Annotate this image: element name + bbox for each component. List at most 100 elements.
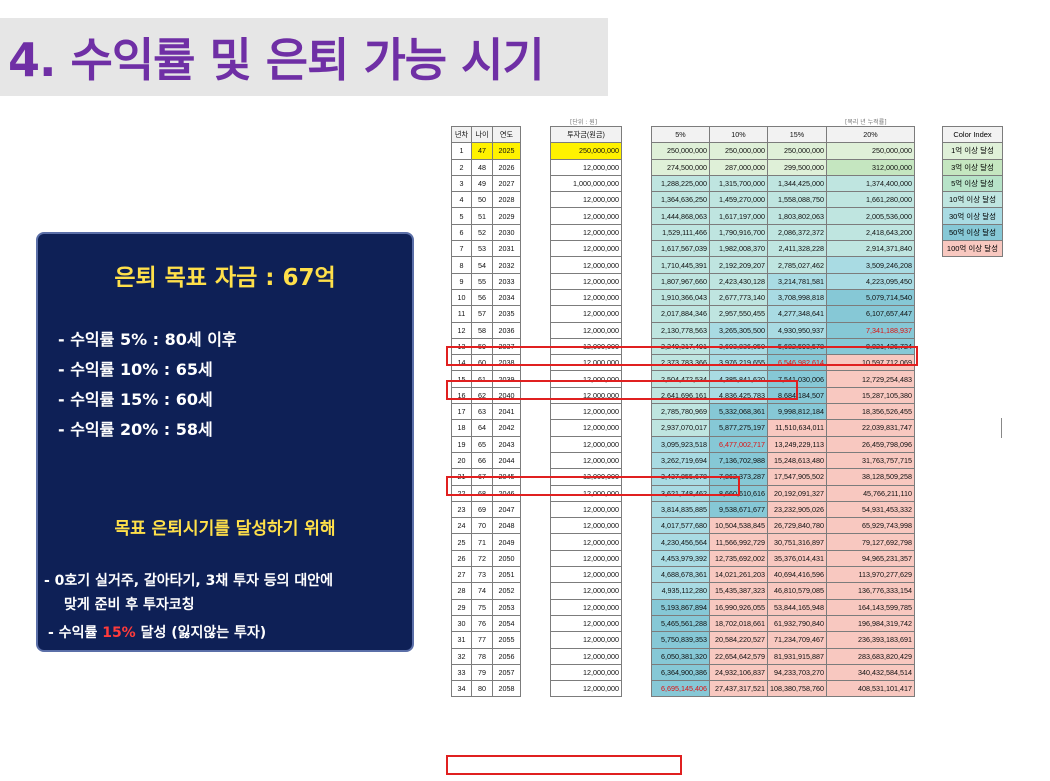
gap-cell: [622, 273, 652, 289]
cursor-line: [1001, 418, 1002, 438]
cell-rate-20: 31,763,757,715: [825, 451, 915, 470]
sheet-row: 10 56 2034 12,000,000 1,910,366,043 2,677,773…: [451, 288, 915, 307]
cell-rate-5: 1,364,636,250: [651, 191, 710, 209]
cell-calendar-year: 2031: [492, 240, 521, 258]
cell-rate-20: 7,341,188,937: [825, 321, 915, 339]
cell-rate-20: 18,356,526,455: [825, 403, 915, 421]
cell-age: 56: [471, 288, 493, 307]
goal-line-15pct: - 수익률 15% : 60세: [58, 390, 213, 409]
cell-rate-20: 15,287,105,380: [825, 386, 915, 405]
cell-age: 79: [471, 663, 493, 682]
cell-rate-10: 287,000,000: [709, 158, 768, 176]
cell-calendar-year: 2049: [492, 533, 521, 551]
cell-year-index: 18: [451, 419, 472, 437]
cell-age: 74: [471, 582, 493, 600]
cell-investment: 12,000,000: [550, 321, 622, 339]
gap-cell: [622, 338, 652, 354]
cell-rate-10: 9,538,671,677: [709, 500, 768, 519]
gap-cell: [622, 371, 652, 387]
gap-cell: [622, 501, 652, 517]
cell-calendar-year: 2043: [492, 435, 521, 453]
cell-rate-20: 113,970,277,629: [825, 566, 915, 584]
cell-rate-15: 2,411,328,228: [767, 240, 827, 258]
cell-age: 72: [471, 549, 493, 568]
gap-cell: [622, 159, 652, 175]
cell-calendar-year: 2041: [492, 403, 521, 421]
cell-investment: 12,000,000: [550, 663, 622, 682]
cell-calendar-year: 2052: [492, 582, 521, 600]
cell-year-index: 5: [451, 207, 472, 225]
sheet-row: 17 63 2041 12,000,000 2,785,780,969 5,332,068…: [451, 403, 915, 421]
gap-cell: [622, 175, 652, 191]
cell-rate-15: 40,694,416,596: [767, 566, 827, 584]
cell-calendar-year: 2027: [492, 174, 521, 193]
gap-cell: [521, 501, 551, 517]
cell-rate-15: 35,376,014,431: [767, 549, 827, 568]
cell-investment: 12,000,000: [550, 272, 622, 290]
cell-age: 68: [471, 484, 493, 502]
cell-rate-20: 38,128,509,258: [825, 468, 915, 486]
cell-calendar-year: 2048: [492, 517, 521, 535]
gap-cell: [521, 241, 551, 257]
gap-cell: [521, 306, 551, 322]
gap-cell: [521, 273, 551, 289]
cell-investment: 12,000,000: [550, 403, 622, 421]
gap-cell: [521, 436, 551, 452]
cell-investment: 12,000,000: [550, 566, 622, 584]
cell-rate-5: 274,500,000: [651, 158, 710, 176]
gap-cell: [521, 469, 551, 485]
cell-rate-10: 6,477,002,717: [709, 435, 768, 453]
gap-cell: [521, 664, 551, 680]
header-rate-5: 5%: [651, 125, 710, 144]
cell-calendar-year: 2053: [492, 598, 521, 616]
gap-cell: [622, 615, 652, 631]
cell-rate-20: 340,432,584,514: [825, 663, 915, 682]
cell-age: 71: [471, 533, 493, 551]
goal-note-1: - 0호기 실거주, 갈아타기, 3채 투자 등의 대안에: [44, 573, 334, 589]
cell-year-index: 13: [451, 337, 472, 356]
cell-rate-15: 13,249,229,113: [767, 435, 827, 453]
cell-rate-10: 3,265,305,500: [709, 321, 768, 339]
cell-year-index: 9: [451, 272, 472, 290]
cell-rate-15: 6,546,982,614: [767, 354, 827, 372]
cell-rate-10: 7,136,702,988: [709, 451, 768, 470]
cell-rate-20: 22,039,831,747: [825, 419, 915, 437]
cell-rate-5: 4,935,112,280: [651, 582, 710, 600]
cell-rate-20: 10,597,712,069: [825, 354, 915, 372]
gap-cell: [521, 159, 551, 175]
cell-rate-5: 6,695,145,406: [651, 680, 710, 698]
cell-rate-5: 1,807,967,660: [651, 272, 710, 290]
cell-rate-10: 5,877,275,197: [709, 419, 768, 437]
sheet-row: 18 64 2042 12,000,000 2,937,070,017 5,877,275…: [451, 419, 915, 437]
cell-rate-5: 4,688,678,361: [651, 566, 710, 584]
cell-calendar-year: 2057: [492, 663, 521, 682]
cell-age: 65: [471, 435, 493, 453]
gap-cell: [622, 289, 652, 305]
cell-rate-20: 8,821,426,724: [825, 337, 915, 356]
cell-year-index: 12: [451, 321, 472, 339]
cell-rate-20: 2,418,643,200: [825, 223, 915, 242]
cell-age: 76: [471, 614, 493, 633]
gap-cell: [521, 404, 551, 420]
cell-investment: 12,000,000: [550, 517, 622, 535]
cell-rate-20: 3,509,246,208: [825, 256, 915, 274]
cell-investment: 12,000,000: [550, 614, 622, 633]
cell-calendar-year: 2034: [492, 288, 521, 307]
cell-investment: 12,000,000: [550, 419, 622, 437]
gap-cell: [521, 355, 551, 371]
header-calendar-year: 연도: [492, 125, 521, 144]
cell-calendar-year: 2051: [492, 566, 521, 584]
gap-cell: [521, 143, 551, 159]
cell-age: 52: [471, 223, 493, 242]
cell-rate-10: 4,836,425,783: [709, 386, 768, 405]
gap-cell: [521, 257, 551, 273]
cell-age: 77: [471, 631, 493, 649]
sheet-row: 19 65 2043 12,000,000 3,095,923,518 6,477,002…: [451, 435, 915, 453]
cell-rate-15: 61,932,790,840: [767, 614, 827, 633]
gap-cell: [622, 420, 652, 436]
cell-investment: 12,000,000: [550, 191, 622, 209]
legend-item: 100억 이상 달성: [942, 240, 1003, 258]
cell-investment: 12,000,000: [550, 370, 622, 388]
cell-rate-10: 22,654,642,579: [709, 647, 768, 665]
cell-year-index: 3: [451, 174, 472, 193]
